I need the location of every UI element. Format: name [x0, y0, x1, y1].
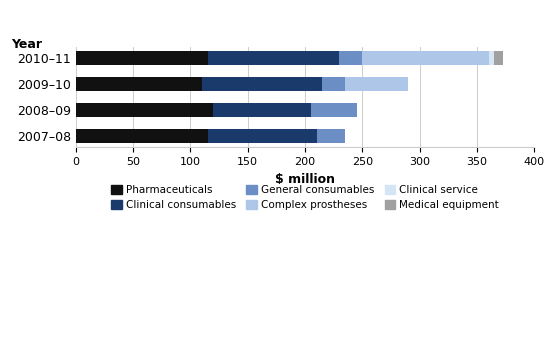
Text: Year: Year: [12, 39, 43, 52]
Bar: [339, 51, 362, 65]
Bar: [316, 129, 345, 143]
Bar: [311, 103, 357, 117]
X-axis label: $ million: $ million: [275, 173, 335, 185]
Bar: [345, 77, 408, 91]
Bar: [213, 103, 311, 117]
Bar: [488, 51, 494, 65]
Bar: [76, 103, 213, 117]
Bar: [494, 51, 503, 65]
Bar: [323, 77, 345, 91]
Bar: [202, 77, 323, 91]
Bar: [208, 129, 316, 143]
Legend: Pharmaceuticals, Clinical consumables, General consumables, Complex prostheses, : Pharmaceuticals, Clinical consumables, G…: [107, 181, 503, 214]
Bar: [208, 51, 339, 65]
Bar: [76, 129, 208, 143]
Bar: [362, 51, 488, 65]
Bar: [76, 77, 202, 91]
Bar: [76, 51, 208, 65]
